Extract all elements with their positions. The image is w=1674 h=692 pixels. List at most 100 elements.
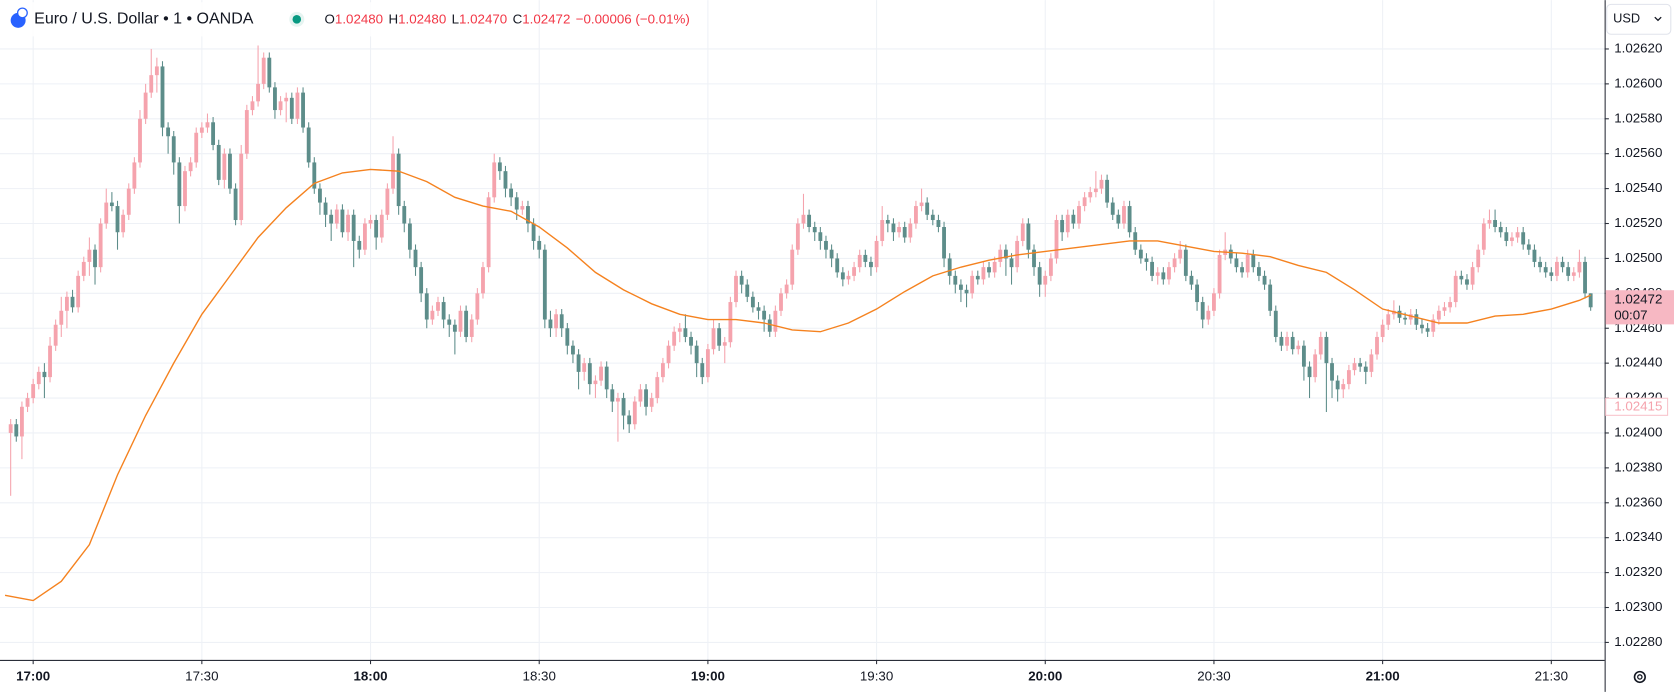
candle-body [863, 254, 868, 262]
countdown-label: 00:07 [1614, 307, 1647, 322]
x-tick-label: 20:30 [1197, 668, 1230, 683]
y-tick-label: 1.02520 [1614, 215, 1662, 230]
candle-body [121, 214, 126, 233]
candle-body [1183, 249, 1188, 276]
candle-body [351, 214, 356, 241]
candle-body [1212, 293, 1216, 311]
candle-body [756, 307, 761, 311]
candle-body [492, 162, 497, 198]
candle-body [8, 424, 13, 433]
candle-body [728, 302, 733, 343]
candle-body [42, 371, 47, 378]
candle-body [447, 319, 452, 325]
candle-body [1279, 336, 1284, 346]
candle-body [1408, 314, 1413, 320]
candle-body [1015, 240, 1020, 268]
candle-body [385, 188, 390, 215]
symbol-title[interactable]: Euro / U.S. Dollar • 1 • OANDA [34, 11, 254, 28]
candle-body [1116, 214, 1121, 224]
candle-body [1273, 310, 1278, 337]
y-tick-label: 1.02320 [1614, 564, 1662, 579]
candle-body [424, 293, 429, 320]
candle-body [1588, 293, 1593, 308]
currency-label[interactable]: USD [1613, 11, 1640, 26]
candle-body [621, 398, 626, 416]
candle-body [902, 227, 907, 238]
candle-body [666, 345, 671, 364]
currency-button-bg[interactable] [1606, 3, 1672, 35]
candle-body [1060, 220, 1065, 233]
candle-body [514, 197, 519, 210]
candle-body [914, 206, 918, 224]
candle-body [824, 240, 828, 250]
candle-body [970, 275, 975, 294]
candle-body [194, 132, 199, 163]
candle-body [1065, 214, 1070, 233]
candle-body [632, 401, 637, 425]
x-tick-label: 18:00 [353, 668, 387, 683]
candle-body [329, 214, 334, 224]
currency-button[interactable]: USD [1606, 3, 1672, 35]
x-tick-label: 21:00 [1366, 668, 1400, 683]
candle-body [644, 389, 648, 407]
candle-body [503, 171, 508, 189]
candle-body [1234, 258, 1239, 268]
candle-body [166, 127, 171, 137]
candle-body [48, 345, 52, 378]
candle-body [497, 162, 502, 172]
candle-body [930, 214, 935, 221]
candle-body [267, 57, 272, 88]
candle-body [154, 66, 159, 76]
candle-body [689, 336, 693, 346]
candle-body [458, 310, 463, 332]
settings-icon-center [1637, 674, 1643, 680]
y-tick-label: 1.02580 [1614, 110, 1662, 125]
candle-body [593, 380, 598, 385]
candle-body [1375, 336, 1379, 355]
candle-body [947, 258, 952, 276]
candle-body [1403, 317, 1408, 320]
candle-body [70, 296, 75, 308]
candle-body [1071, 214, 1076, 224]
candle-body [199, 127, 204, 133]
candle-body [958, 284, 963, 290]
settings-button[interactable] [1633, 670, 1646, 684]
candle-body [812, 227, 817, 233]
candle-body [149, 75, 154, 93]
y-tick-label: 1.02540 [1614, 180, 1662, 195]
candle-body [1420, 324, 1424, 329]
candle-body [76, 275, 81, 308]
candle-body [273, 87, 277, 111]
candle-body [1138, 249, 1143, 259]
candle-body [464, 310, 469, 337]
candle-body [278, 101, 283, 111]
x-tick-label: 20:00 [1028, 668, 1062, 683]
candle-body [31, 384, 36, 399]
candle-body [717, 328, 722, 346]
candle-body [762, 310, 767, 320]
candle-body [672, 331, 677, 346]
candle-body [1032, 249, 1036, 268]
candle-body [874, 240, 879, 268]
candle-body [1324, 336, 1329, 364]
candle-body [660, 363, 665, 378]
candle-body [1481, 223, 1486, 250]
candle-body [604, 366, 609, 390]
y-tick-label: 1.02340 [1614, 529, 1662, 544]
y-tick-label: 1.02600 [1614, 75, 1662, 90]
candle-body [1054, 220, 1059, 259]
candle-body [1262, 275, 1267, 285]
candle-body [436, 302, 440, 311]
candle-body [1352, 363, 1357, 371]
legend-label: O [325, 11, 335, 26]
candle-body [852, 267, 857, 276]
candle-body [1268, 284, 1273, 311]
candle-body [559, 314, 564, 329]
settings-icon[interactable] [1633, 670, 1646, 684]
candle-body [1538, 261, 1542, 268]
header: Euro / U.S. Dollar • 1 • OANDA O1.02480 H… [0, 2, 690, 37]
candle-body [228, 153, 232, 189]
candle-body [880, 220, 885, 241]
candle-body [430, 310, 435, 320]
